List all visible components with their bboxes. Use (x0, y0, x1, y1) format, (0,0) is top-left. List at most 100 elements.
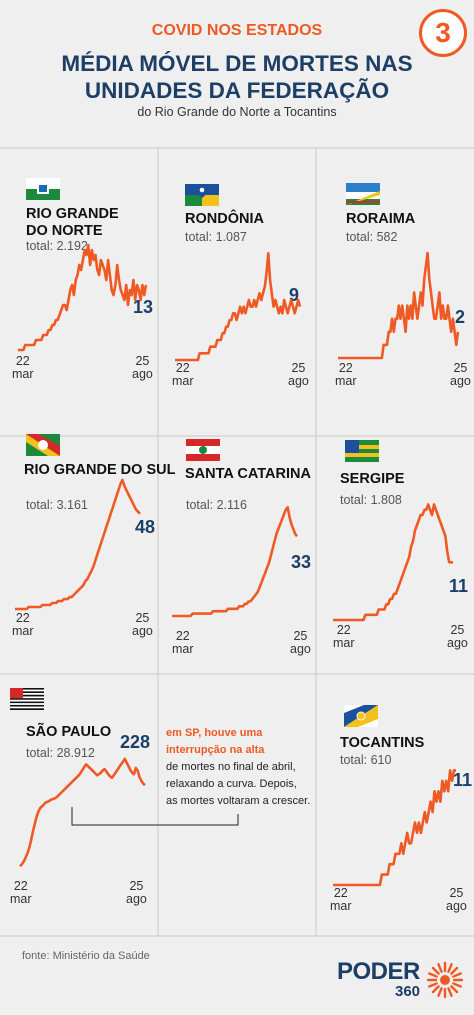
x-tick-label: mar (335, 374, 357, 388)
series-line-roraima (338, 251, 460, 360)
line-chart-rondonia (175, 252, 302, 362)
x-tick-label: 22 (338, 361, 353, 375)
flag-sao-paulo-icon (10, 688, 44, 710)
last-value-label-rio-grande-do-norte: 13 (133, 297, 154, 317)
flag-stripe (26, 189, 60, 200)
sun-ray (452, 982, 462, 988)
panel-title-line: RORAIMA (346, 211, 416, 227)
sun-ray (447, 987, 453, 997)
flag-stripe (346, 183, 380, 192)
series-line-rio-grande-do-norte (18, 243, 148, 352)
flag-rio-grande-do-norte-icon (26, 178, 60, 200)
title-line-1: MÉDIA MÓVEL DE MORTES NAS (61, 51, 413, 76)
x-label-end-rondonia: 25 ago (288, 362, 309, 388)
x-tick-label: mar (333, 636, 355, 650)
flag-star (199, 187, 205, 193)
x-label-end-sao-paulo: 25 ago (126, 880, 147, 906)
flag-rio-grande-do-sul-icon (26, 434, 60, 456)
x-tick-label: 22 (15, 611, 30, 625)
part-number-badge: 3 (419, 9, 467, 57)
flag-stripe (10, 703, 44, 705)
panel-title-line: DO NORTE (26, 223, 103, 239)
flag-stripe (345, 440, 379, 445)
panel-title-line: SÃO PAULO (26, 724, 112, 740)
last-value-label-roraima: 2 (455, 307, 466, 327)
panel-title-line: TOCANTINS (340, 735, 425, 751)
x-label-end-roraima: 25 ago (450, 362, 471, 388)
x-label-start-roraima: 22 mar (335, 362, 357, 388)
panel-total-rio-grande-do-norte: total: 2.192 (26, 239, 88, 253)
x-label-end-rio-grande-do-norte: 25 ago (132, 355, 153, 381)
panel-total-rondonia: total: 1.087 (185, 230, 247, 244)
page-title: MÉDIA MÓVEL DE MORTES NAS UNIDADES DA FE… (0, 50, 474, 104)
flag-stripe (186, 454, 220, 461)
flag-stripe (186, 439, 220, 446)
flag-stripe (345, 440, 359, 453)
panel-title-line: RONDÔNIA (185, 211, 264, 227)
flag-sun (356, 711, 366, 721)
x-tick-label: ago (450, 374, 471, 388)
flag-stripe (345, 453, 379, 457)
flag-stripe (10, 704, 44, 707)
flag-stripe (10, 698, 44, 700)
flag-stripe (10, 699, 44, 702)
panel-title-rio-grande-do-norte: RIO GRANDE DO NORTE (26, 206, 119, 240)
x-tick-label: 22 (175, 361, 190, 375)
panel-title-sergipe: SERGIPE (340, 471, 404, 488)
x-tick-label: mar (172, 642, 194, 656)
series-line-rio-grande-do-sul (15, 478, 141, 611)
x-tick-label: 25 (450, 623, 465, 637)
flag-stripe (10, 708, 44, 710)
x-label-start-rio-grande-do-sul: 22 mar (12, 612, 34, 638)
line-chart-tocantins (333, 769, 456, 887)
panel-title-roraima: RORAIMA (346, 211, 415, 228)
panel-total-sergipe: total: 1.808 (340, 493, 402, 507)
flag-stripe (10, 689, 44, 692)
sun-ray (431, 966, 440, 975)
x-tick-label: 25 (135, 354, 150, 368)
x-tick-label: 22 (13, 879, 28, 893)
sun-ray (450, 985, 459, 994)
panel-total-sao-paulo: total: 28.912 (26, 746, 95, 760)
x-tick-label: 22 (15, 354, 30, 368)
x-tick-label: 25 (129, 879, 144, 893)
x-label-start-tocantins: 22 mar (330, 887, 352, 913)
x-label-start-rondonia: 22 mar (172, 362, 194, 388)
flag-santa-catarina-icon (186, 439, 220, 461)
x-tick-label: ago (446, 899, 467, 913)
flag-stripe (202, 195, 219, 206)
panel-title-line: RIO GRANDE DO SUL (24, 462, 176, 478)
line-chart-rio-grande-do-sul (15, 478, 141, 611)
flag-stripe (345, 457, 379, 462)
title-line-2: UNIDADES DA FEDERAÇÃO (84, 78, 390, 103)
x-tick-label: mar (330, 899, 352, 913)
x-tick-label: 22 (175, 629, 190, 643)
flag-stripe (10, 693, 44, 695)
poder360-logo: PODER 360 (337, 958, 467, 1004)
panel-total-rio-grande-do-sul: total: 3.161 (26, 498, 88, 512)
x-tick-label: ago (290, 642, 311, 656)
sun-ray (450, 966, 459, 975)
annotation-line-5: as mortes voltaram a crescer. (166, 795, 311, 807)
sun-logo-icon (426, 961, 464, 999)
x-tick-label: 22 (333, 886, 348, 900)
x-tick-label: 25 (453, 361, 468, 375)
x-tick-label: ago (288, 374, 309, 388)
x-tick-label: ago (447, 636, 468, 650)
x-label-start-sergipe: 22 mar (333, 624, 355, 650)
x-label-end-rio-grande-do-sul: 25 ago (132, 612, 153, 638)
sun-ray (437, 987, 443, 997)
flag-stripe (10, 696, 44, 699)
line-chart-roraima (338, 251, 460, 360)
x-tick-label: mar (12, 624, 34, 638)
line-chart-sao-paulo (19, 757, 146, 868)
last-value-label-sergipe: 11 (449, 576, 469, 596)
last-value-label-rio-grande-do-sul: 48 (135, 517, 156, 537)
panel-title-line: RIO GRANDE (26, 206, 119, 222)
line-chart-santa-catarina (172, 506, 299, 618)
flag-stripe (10, 688, 44, 690)
sun-ray (447, 963, 453, 973)
panel-title-line: SERGIPE (340, 471, 405, 487)
flag-stripe (10, 688, 23, 698)
